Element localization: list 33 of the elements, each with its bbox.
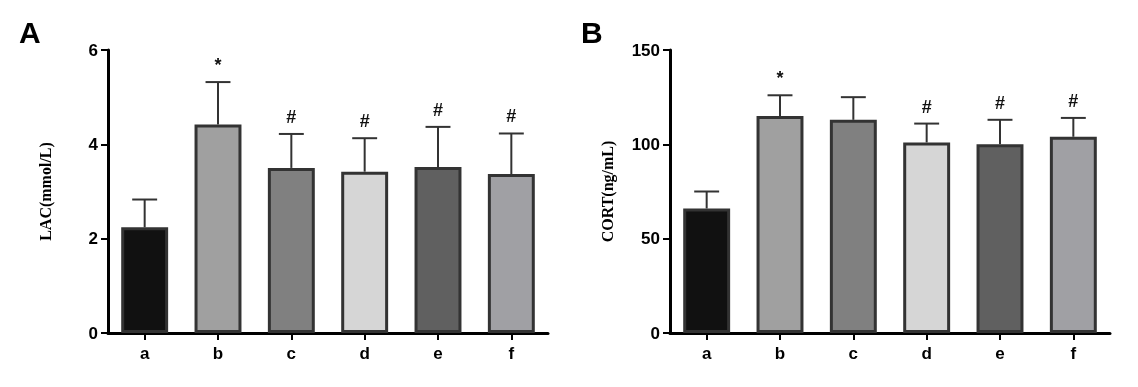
y-axis-title: CORT(ng/mL)	[598, 140, 617, 243]
x-tick-label: b	[212, 344, 224, 363]
data-label: #	[994, 92, 1006, 113]
chart-title: A	[19, 15, 41, 49]
data-label: #	[359, 111, 370, 132]
y-tick-label: 100	[631, 134, 660, 154]
data-label: #	[286, 106, 297, 127]
y-tick-label: 4	[88, 134, 99, 154]
chart-title: B	[581, 15, 603, 49]
x-tick-label: d	[359, 344, 370, 363]
data-label: #	[506, 106, 517, 127]
y-tick-label: 0	[650, 323, 660, 343]
data-label: *	[214, 55, 222, 76]
y-tick-label: 0	[88, 323, 98, 343]
data-label: #	[1068, 90, 1079, 111]
x-tick-label: e	[995, 344, 1005, 363]
x-tick-label: b	[774, 344, 786, 363]
y-tick-label: 150	[631, 40, 660, 60]
y-axis-title: LAC(mmol/L)	[36, 142, 55, 241]
x-tick-label: a	[701, 344, 712, 363]
x-tick-label: c	[286, 344, 297, 363]
x-tick-label: f	[508, 344, 515, 363]
x-tick-label: a	[139, 344, 150, 363]
x-tick-label: f	[1070, 344, 1077, 363]
data-label: *	[776, 68, 784, 89]
data-label: #	[432, 99, 444, 120]
y-tick-label: 50	[641, 229, 660, 249]
y-tick-label: 6	[88, 40, 98, 60]
x-tick-label: e	[433, 344, 443, 363]
x-tick-label: d	[921, 344, 932, 363]
data-label: #	[921, 96, 932, 117]
y-tick-label: 2	[88, 229, 98, 249]
x-tick-label: c	[848, 344, 859, 363]
